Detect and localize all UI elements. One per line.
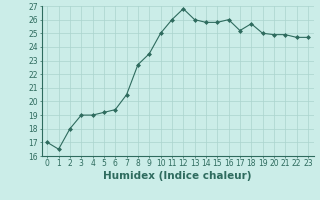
X-axis label: Humidex (Indice chaleur): Humidex (Indice chaleur) xyxy=(103,171,252,181)
